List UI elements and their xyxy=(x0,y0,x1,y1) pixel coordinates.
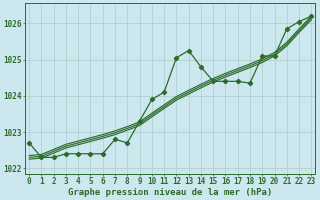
X-axis label: Graphe pression niveau de la mer (hPa): Graphe pression niveau de la mer (hPa) xyxy=(68,188,272,197)
